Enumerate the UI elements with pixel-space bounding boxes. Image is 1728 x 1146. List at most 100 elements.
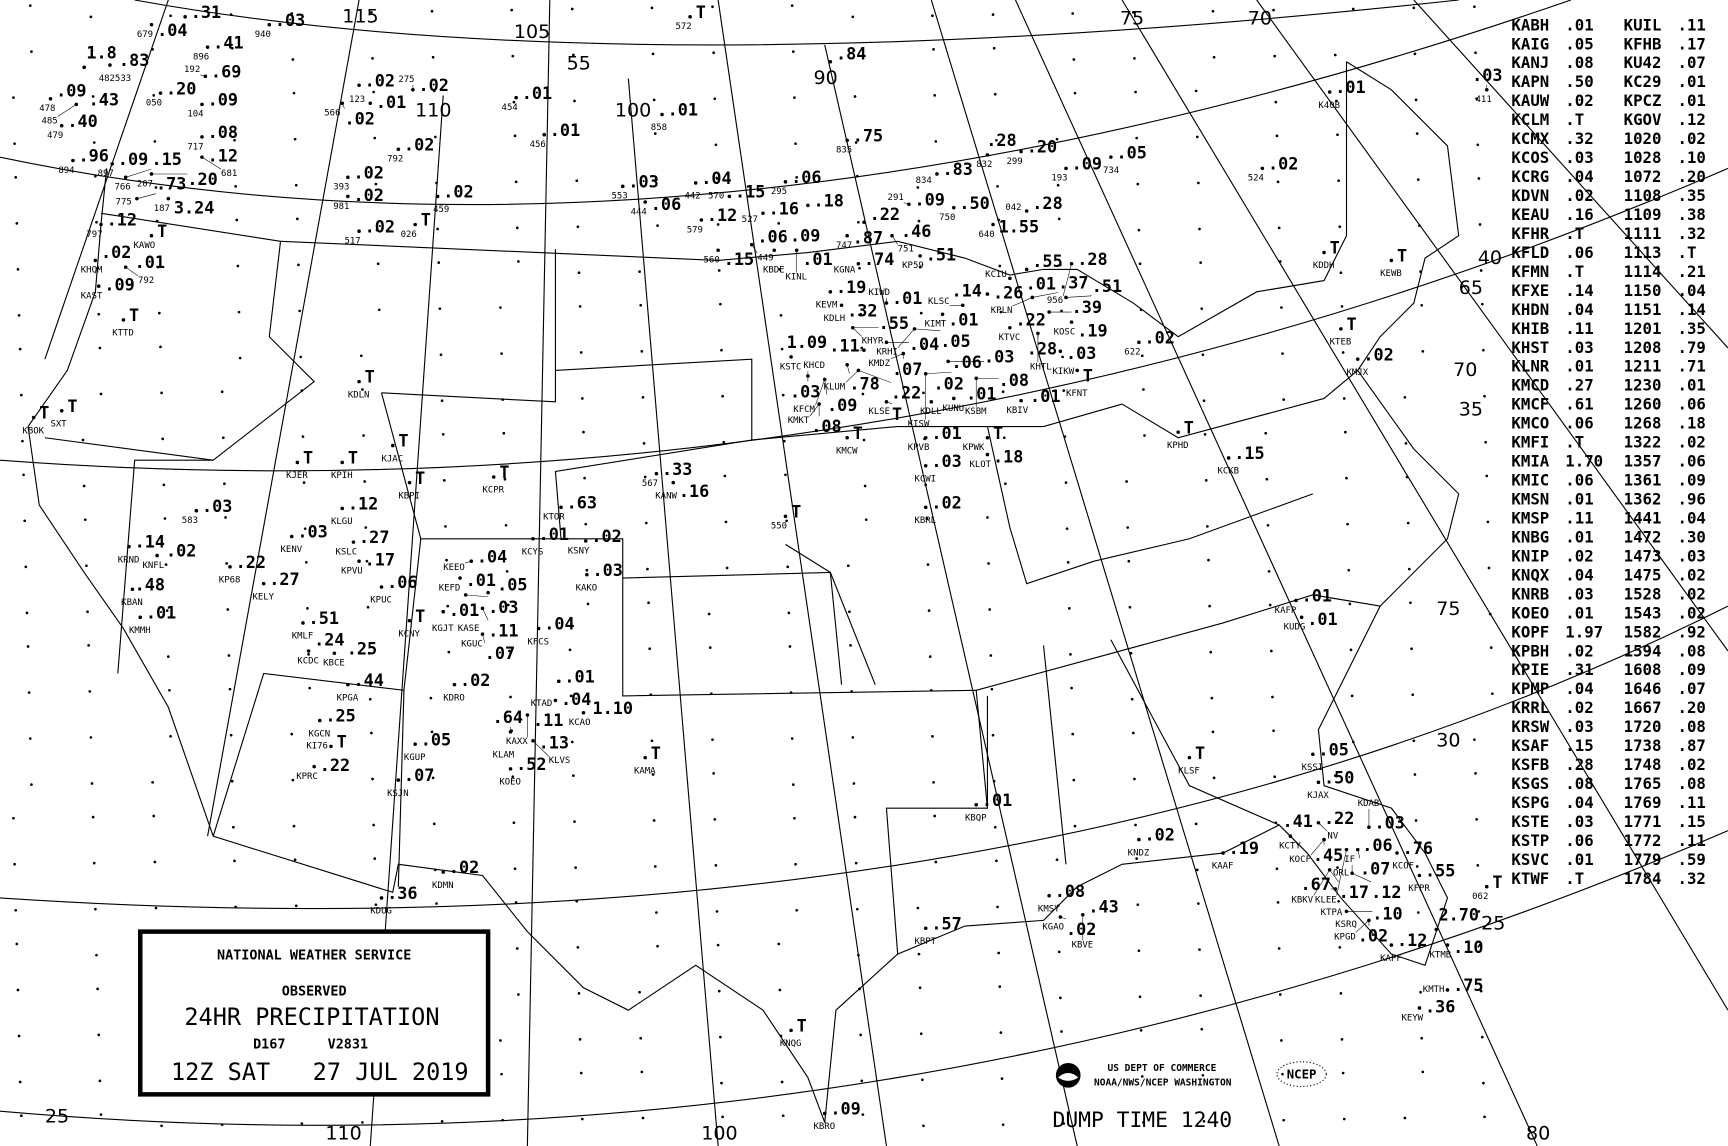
station-dot [200,135,204,139]
precip-value: T [1346,314,1356,334]
table-value: .06 [1678,452,1706,471]
station-id: KAMA [634,766,656,776]
table-value: .T [1565,262,1584,281]
station-dot [346,175,350,180]
precip-value: .73 [156,174,186,194]
table-value: .08 [1565,774,1593,793]
station-dot [357,379,361,384]
station-dot [123,265,128,269]
precip-value: .08 [999,370,1029,390]
station-id: KJAX [1307,791,1329,801]
precip-value: .09 [118,149,148,169]
station-KJER: T KJER [286,448,313,482]
table-station: KTWF [1511,869,1549,888]
station-dot [1137,340,1141,345]
station-dot [1075,368,1079,373]
table-station: KNBG [1511,527,1549,546]
table-station: 1113 [1624,243,1662,262]
station-id: 567 [642,479,658,489]
station-id: KFPR [1408,884,1430,894]
station-id: KBKV [1292,895,1314,905]
station-dot [441,870,446,874]
station-dot [1417,1006,1422,1010]
station-dot [96,284,101,289]
station-KHCD: .03 KHCD [790,361,825,401]
station-id: KPIH [331,471,353,481]
precip-value: .03 [592,560,622,580]
station-KDMN: .02 KDMN [432,857,479,891]
station-id: 527 [742,215,758,225]
station-KOEO: .52 KOEO [499,754,546,788]
credit-line2: NOAA/NWS/NCEP WASHINGTON [1094,1077,1232,1088]
station-id: KBAN [121,598,143,608]
station-dot [200,155,204,159]
station-id: KAPF [1380,954,1402,964]
station-123: .01 123 [349,92,406,112]
station-unnamed: .11 [829,335,866,355]
station-id: KNDZ [1128,848,1150,858]
station-KEEO: .04 KEEO [443,546,507,573]
precip-value: .07 [892,359,922,379]
station-dot [1355,847,1360,852]
station-id: KP59 [902,261,924,271]
precip-value: T [1330,238,1340,258]
station-dot [110,162,115,166]
table-station: 1230 [1624,376,1662,395]
station-KLGU: .12 KLGU [331,494,378,528]
station-id: 192 [184,65,200,75]
station-KCDC: .24 KCDC [297,629,344,666]
station-750: .50 750 [939,193,990,223]
station-dot [806,203,810,208]
precip-value: .07 [404,765,434,785]
station-id: SXT [50,420,67,430]
precip-value: .12 [208,146,238,166]
precip-value: .36 [1425,996,1455,1016]
precip-value: .09 [827,395,857,415]
station-KBKV: .17 KBKV [1292,868,1369,905]
station-id: KTPA [1321,908,1343,918]
station-id: KHTL [1030,362,1052,372]
table-value: 1.97 [1565,622,1603,641]
table-station: 1784 [1624,869,1662,888]
station-dot [1445,943,1450,947]
precip-value: .03 [488,597,518,617]
station-dot [1311,752,1315,757]
station-KDUG: .36 KDUG [370,883,417,917]
station-dot [1389,943,1394,947]
table-value: .T [1565,869,1584,888]
station-unnamed: .05 [486,574,527,595]
station-KEFD: .01 KEFD [439,570,496,593]
code-v: V2831 [328,1037,368,1052]
station-622: .02 622 [1124,327,1175,357]
precip-value: .45 [1313,845,1343,865]
station-dot [1316,780,1321,785]
precip-value: .03 [297,522,327,542]
station-dot [1176,430,1180,434]
graticule-label: 75 [1436,598,1460,620]
station-KDDH: T KDDH [1313,238,1340,272]
station-id: KCYS [522,547,544,557]
table-station: 1769 [1624,793,1662,812]
precip-value: .28 [1027,339,1057,359]
station-id: 566 [324,109,340,119]
station-dot [794,248,799,253]
station-id: 291 [888,193,904,203]
station-981: .02 981 [333,185,384,212]
precip-value: .06 [651,194,681,214]
station-dot [357,559,361,564]
precip-value: .03 [275,10,305,30]
station-KRND: .14 KRND [118,532,165,566]
station-id: 026 [401,230,417,240]
precip-value: T [39,403,49,423]
station-KSRQ: .10 KSRQ [1335,903,1402,930]
station-id: KBDE [763,266,785,276]
station-dot [149,233,154,238]
table-station: 1322 [1624,433,1662,452]
table-station: 1772 [1624,831,1662,850]
precip-value: 1.10 [592,698,633,718]
station-dot [1030,295,1035,300]
precip-value: .02 [1358,926,1388,946]
station-dot [295,460,300,465]
